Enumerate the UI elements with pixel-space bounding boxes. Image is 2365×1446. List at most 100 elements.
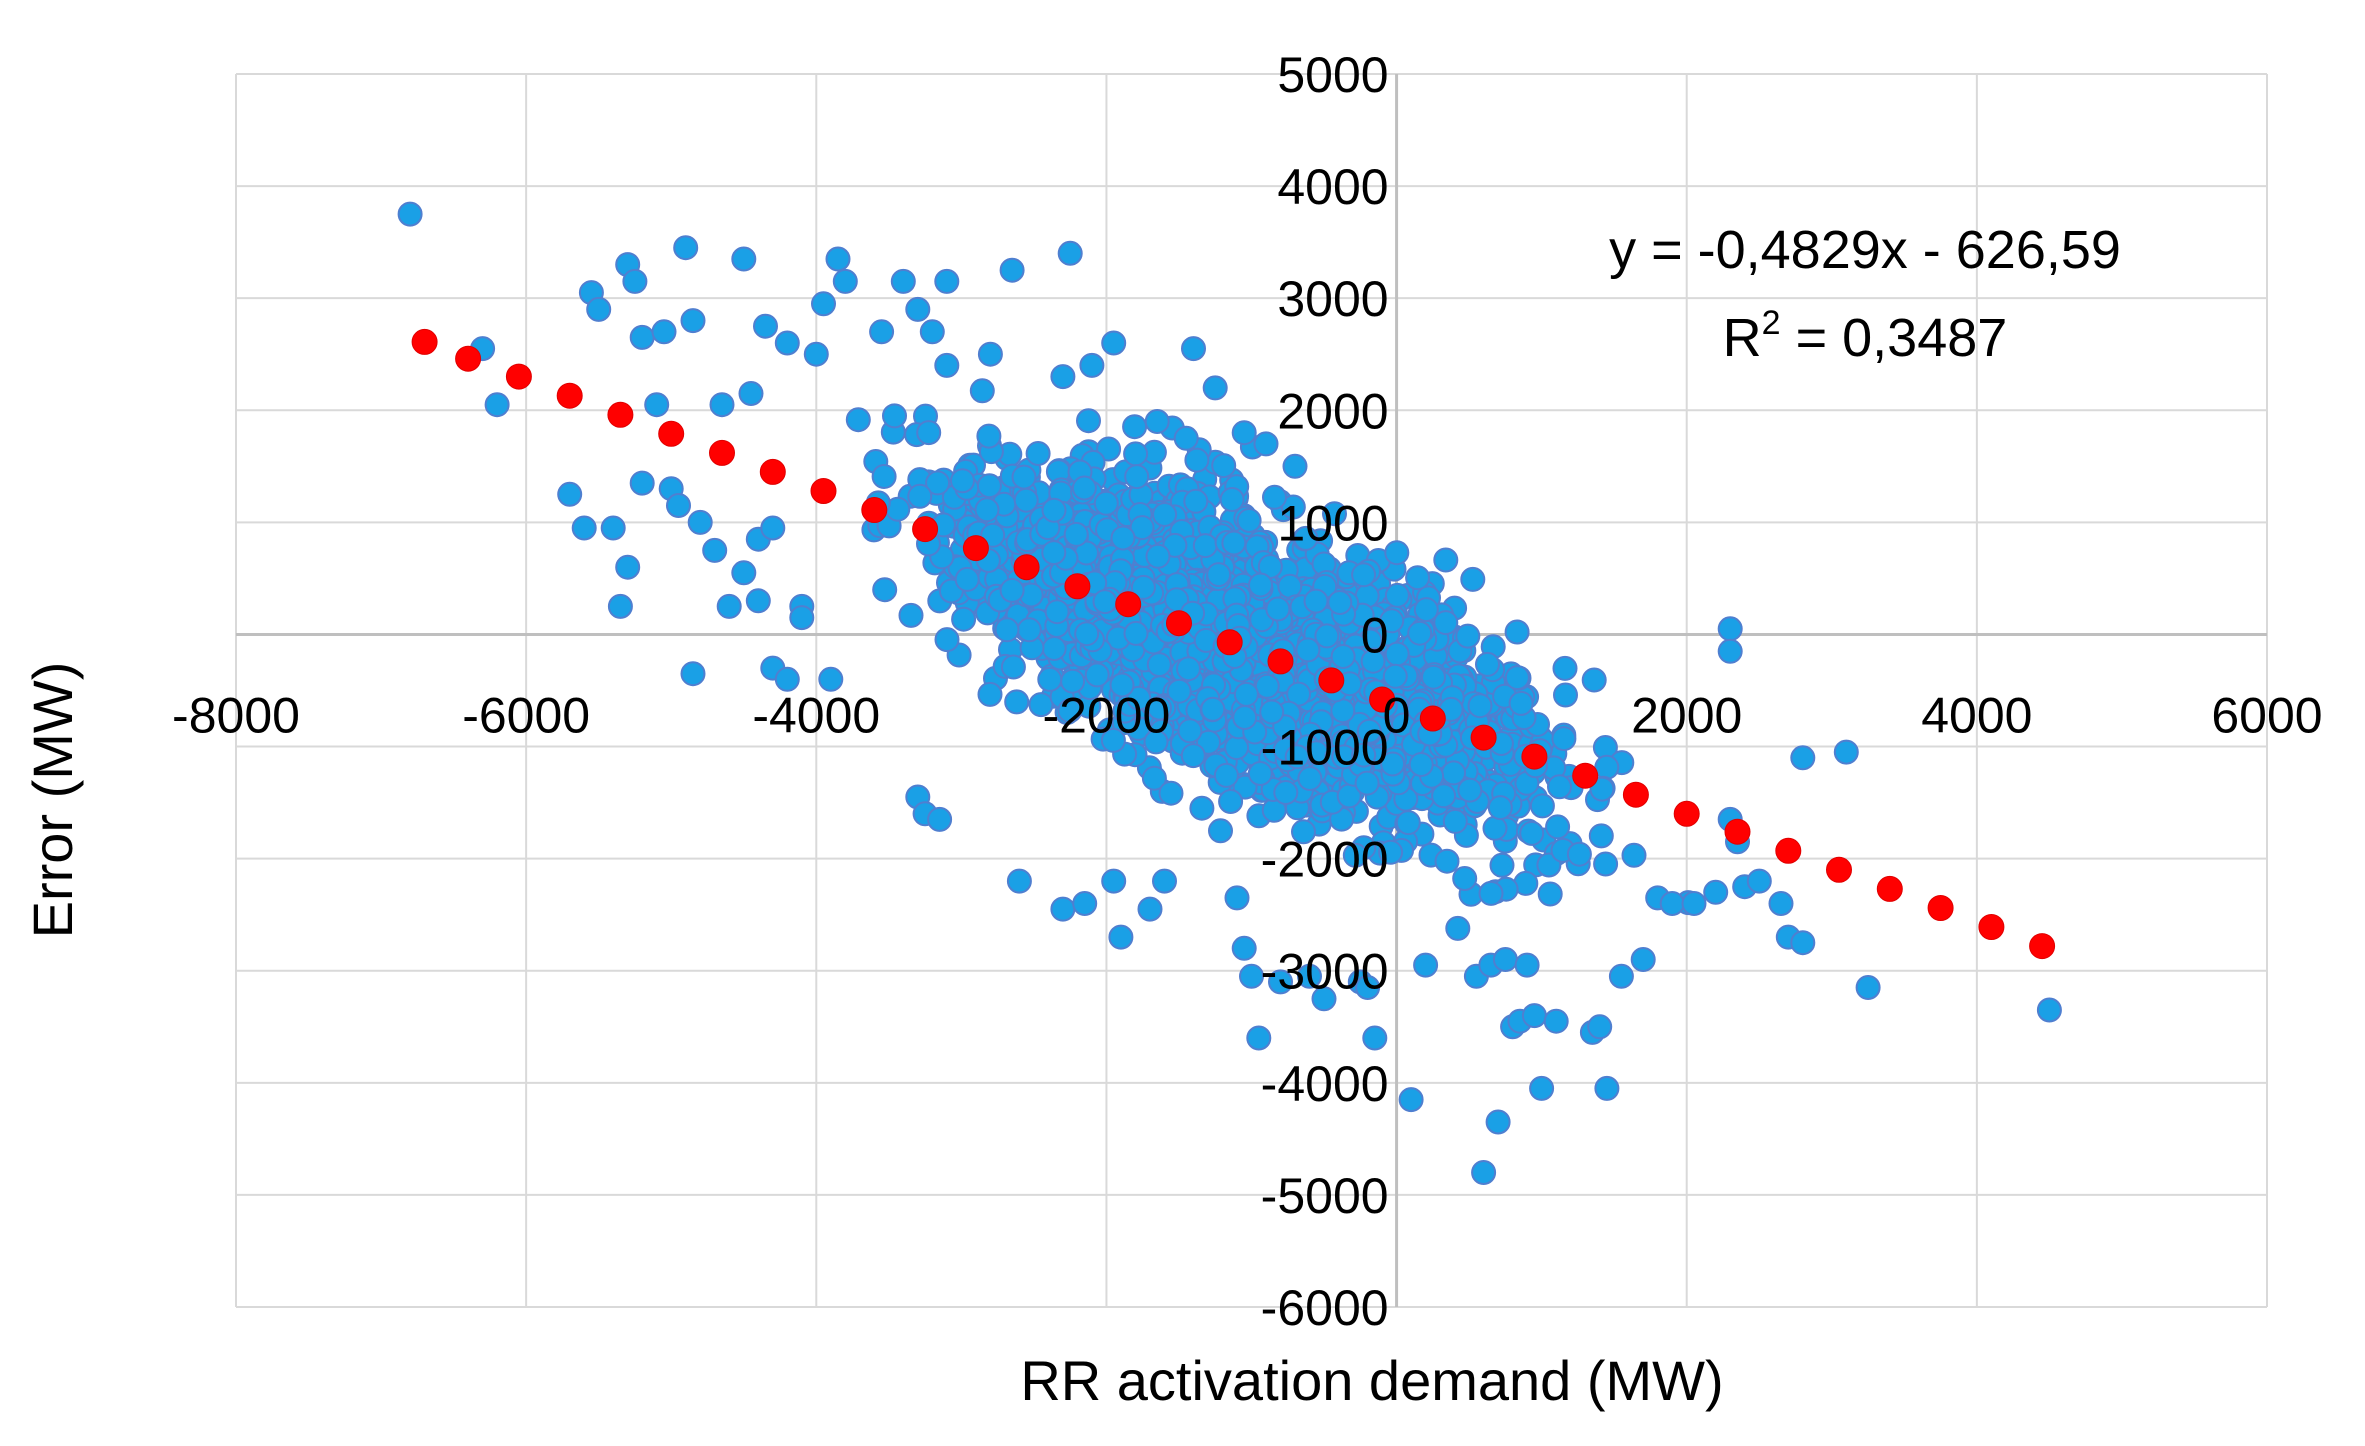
y-tick-label: -1000	[1261, 720, 1389, 776]
observed-point	[1354, 770, 1380, 796]
observed-point	[1202, 375, 1228, 401]
observed-point	[1594, 754, 1620, 780]
observed-point	[1184, 447, 1210, 473]
observed-point	[1529, 793, 1555, 819]
fit-point	[1419, 705, 1446, 732]
fit-point	[1572, 762, 1599, 789]
observed-point	[1050, 896, 1076, 922]
observed-point	[872, 577, 898, 603]
observed-point	[1455, 623, 1481, 649]
observed-point	[1833, 739, 1859, 765]
observed-point	[1311, 986, 1337, 1012]
observed-point	[905, 296, 931, 322]
observed-point	[1545, 814, 1571, 840]
observed-point	[1413, 597, 1439, 623]
observed-point	[1259, 699, 1285, 725]
observed-point	[2036, 997, 2062, 1023]
observed-point	[1248, 572, 1273, 598]
observed-point	[1093, 490, 1119, 516]
observed-point	[951, 606, 977, 632]
y-tick-label: 2000	[1277, 383, 1388, 439]
observed-point	[1076, 408, 1101, 434]
observed-point	[1384, 540, 1410, 566]
fit-point	[1064, 573, 1091, 600]
observed-point	[1273, 780, 1299, 805]
fit-point	[1622, 781, 1649, 808]
observed-point	[1746, 868, 1772, 894]
observed-point	[789, 605, 815, 631]
observed-point	[1485, 1109, 1511, 1135]
observed-point	[760, 515, 786, 541]
x-tick-label: 2000	[1631, 687, 1742, 743]
scatter-series-observed	[397, 201, 2062, 1185]
observed-point	[1143, 729, 1169, 755]
observed-point	[666, 493, 691, 518]
observed-point	[731, 246, 757, 272]
observed-point	[1224, 735, 1250, 761]
y-tick-labels: 5000 4000 3000 2000 1000 0 -1000 -2000 -3000 -400…	[1261, 47, 1389, 1336]
observed-point	[1158, 780, 1184, 806]
observed-point	[1013, 487, 1039, 513]
y-axis-title: Error (MW)	[21, 662, 84, 939]
observed-point	[745, 588, 771, 614]
observed-point	[934, 627, 960, 653]
observed-point	[1356, 718, 1382, 744]
observed-point	[1284, 744, 1310, 770]
observed-point	[976, 473, 1002, 499]
y-tick-label: 0	[1361, 607, 1389, 663]
observed-point	[557, 481, 583, 507]
observed-point	[1681, 891, 1707, 916]
y-tick-label: -3000	[1261, 944, 1389, 1000]
fit-point	[411, 328, 438, 355]
x-tick-label: -4000	[752, 687, 880, 743]
observed-point	[1434, 848, 1460, 874]
observed-point	[1219, 487, 1245, 512]
observed-point	[1176, 656, 1201, 682]
fit-point	[759, 458, 786, 485]
observed-point	[1247, 761, 1273, 786]
observed-point	[1378, 839, 1404, 865]
observed-point	[1146, 652, 1172, 678]
observed-point	[1395, 810, 1421, 836]
fit-point	[1470, 724, 1497, 751]
observed-point	[1100, 727, 1126, 753]
observed-point	[600, 515, 626, 541]
observed-point	[1521, 1003, 1547, 1029]
observed-point	[1074, 621, 1100, 647]
observed-point	[651, 319, 677, 345]
observed-point	[1092, 589, 1118, 615]
observed-point	[1452, 866, 1478, 891]
fit-point	[810, 478, 837, 504]
observed-point	[709, 392, 735, 418]
observed-point	[571, 515, 597, 541]
observed-point	[1063, 521, 1089, 547]
observed-point	[1236, 508, 1262, 533]
observed-point	[934, 352, 960, 378]
observed-point	[1011, 464, 1037, 490]
observed-point	[898, 602, 924, 628]
observed-point	[1630, 947, 1656, 972]
y-tick-label: 4000	[1277, 159, 1388, 215]
fit-point	[1013, 554, 1040, 581]
y-tick-label: 1000	[1277, 495, 1388, 551]
observed-point	[1004, 689, 1030, 715]
fit-point	[861, 497, 888, 523]
r-squared-value: = 0,3487	[1781, 308, 2008, 368]
observed-point	[1384, 582, 1410, 608]
observed-point	[845, 407, 871, 433]
observed-point	[1408, 752, 1434, 777]
observed-point	[1057, 698, 1083, 724]
observed-point	[1487, 795, 1513, 821]
observed-point	[1277, 573, 1303, 599]
observed-point	[1431, 783, 1457, 809]
observed-point	[1181, 336, 1206, 362]
observed-point	[1192, 533, 1218, 559]
observed-point	[1379, 608, 1405, 634]
fit-point	[1876, 875, 1903, 902]
observed-point	[1218, 789, 1244, 814]
observed-point	[1790, 745, 1816, 771]
observed-point	[1123, 441, 1149, 467]
x-tick-label: 0	[1383, 687, 1411, 743]
fit-point	[1978, 914, 2005, 940]
x-tick-label: -2000	[1042, 687, 1170, 743]
